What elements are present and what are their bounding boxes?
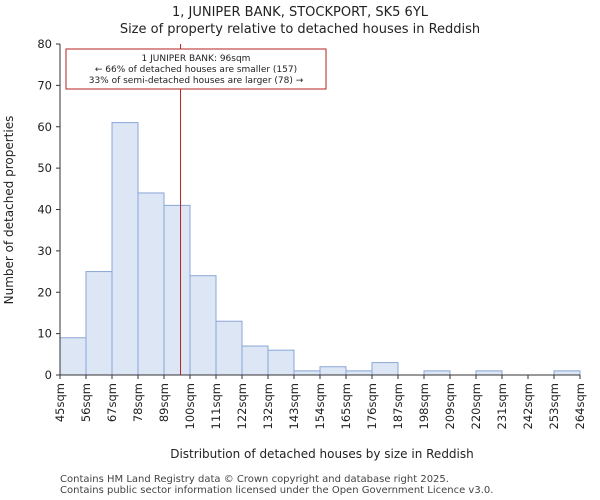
bar-220sqm	[475, 370, 503, 376]
y-tick-label: 0	[45, 368, 52, 382]
x-tick-label: 242sqm	[521, 383, 535, 429]
bar-89sqm	[163, 204, 191, 376]
bar-253sqm	[553, 370, 581, 376]
bar-122sqm	[241, 345, 269, 376]
x-tick-label: 45sqm	[53, 383, 67, 422]
annotation-line-2: ← 66% of detached houses are smaller (15…	[95, 65, 297, 75]
x-tick-label: 209sqm	[443, 383, 457, 429]
bar-78sqm	[137, 192, 165, 376]
x-tick-label: 100sqm	[183, 383, 197, 429]
x-tick-label: 111sqm	[209, 383, 223, 429]
x-tick-label: 165sqm	[339, 383, 353, 429]
x-tick-label: 89sqm	[157, 383, 171, 422]
x-tick-label: 143sqm	[287, 383, 301, 429]
x-tick-label: 187sqm	[391, 383, 405, 429]
y-tick-label: 40	[37, 203, 52, 217]
x-tick-label: 198sqm	[417, 383, 431, 429]
bars-group	[59, 122, 581, 376]
bar-176sqm	[371, 362, 399, 376]
annotation-line-3: 33% of semi-detached houses are larger (…	[89, 76, 304, 86]
y-tick-label: 50	[37, 161, 52, 175]
y-tick-label: 70	[37, 78, 52, 92]
annotation-frame	[65, 48, 327, 90]
y-axis-label: Number of detached properties	[2, 116, 16, 305]
chart-title: 1, JUNIPER BANK, STOCKPORT, SK5 6YL	[172, 5, 429, 20]
footer-attribution-2: Contains public sector information licen…	[60, 485, 494, 496]
x-tick-label: 253sqm	[547, 383, 561, 429]
x-tick-label: 176sqm	[365, 383, 379, 429]
bar-154sqm	[319, 366, 347, 376]
x-tick-label: 122sqm	[235, 383, 249, 429]
x-tick-label: 56sqm	[79, 383, 93, 422]
x-axis-label: Distribution of detached houses by size …	[170, 447, 474, 461]
y-tick-label: 10	[37, 327, 52, 341]
x-tick-label: 154sqm	[313, 383, 327, 429]
bar-100sqm	[189, 275, 217, 376]
chart-subtitle: Size of property relative to detached ho…	[120, 22, 480, 37]
footer-attribution-1: Contains HM Land Registry data © Crown c…	[60, 474, 449, 485]
x-tick-label: 132sqm	[261, 383, 275, 429]
x-axis: 45sqm 56sqm 67sqm 78sqm 89sqm 100sqm 111sqm 122…	[53, 374, 587, 429]
y-tick-label: 80	[37, 37, 52, 51]
bar-45sqm	[59, 337, 87, 376]
bar-111sqm	[215, 320, 243, 376]
bar-132sqm	[267, 349, 295, 376]
bar-67sqm	[111, 122, 139, 376]
annotation-box: 1 JUNIPER BANK: 96sqm ← 66% of detached …	[65, 48, 327, 90]
x-tick-label: 264sqm	[573, 383, 587, 429]
x-tick-label: 231sqm	[495, 383, 509, 429]
bar-143sqm	[293, 370, 321, 376]
y-tick-label: 60	[37, 120, 52, 134]
x-tick-label: 220sqm	[469, 383, 483, 429]
y-axis: 0 10 20 30 40 50 60 70 80	[37, 37, 61, 382]
bar-198sqm	[423, 370, 451, 376]
annotation-line-1: 1 JUNIPER BANK: 96sqm	[142, 54, 251, 64]
x-tick-label: 78sqm	[131, 383, 145, 422]
x-tick-label: 67sqm	[105, 383, 119, 422]
y-tick-label: 20	[37, 285, 52, 299]
y-tick-label: 30	[37, 244, 52, 258]
bar-56sqm	[85, 271, 113, 376]
bar-165sqm	[345, 370, 373, 376]
